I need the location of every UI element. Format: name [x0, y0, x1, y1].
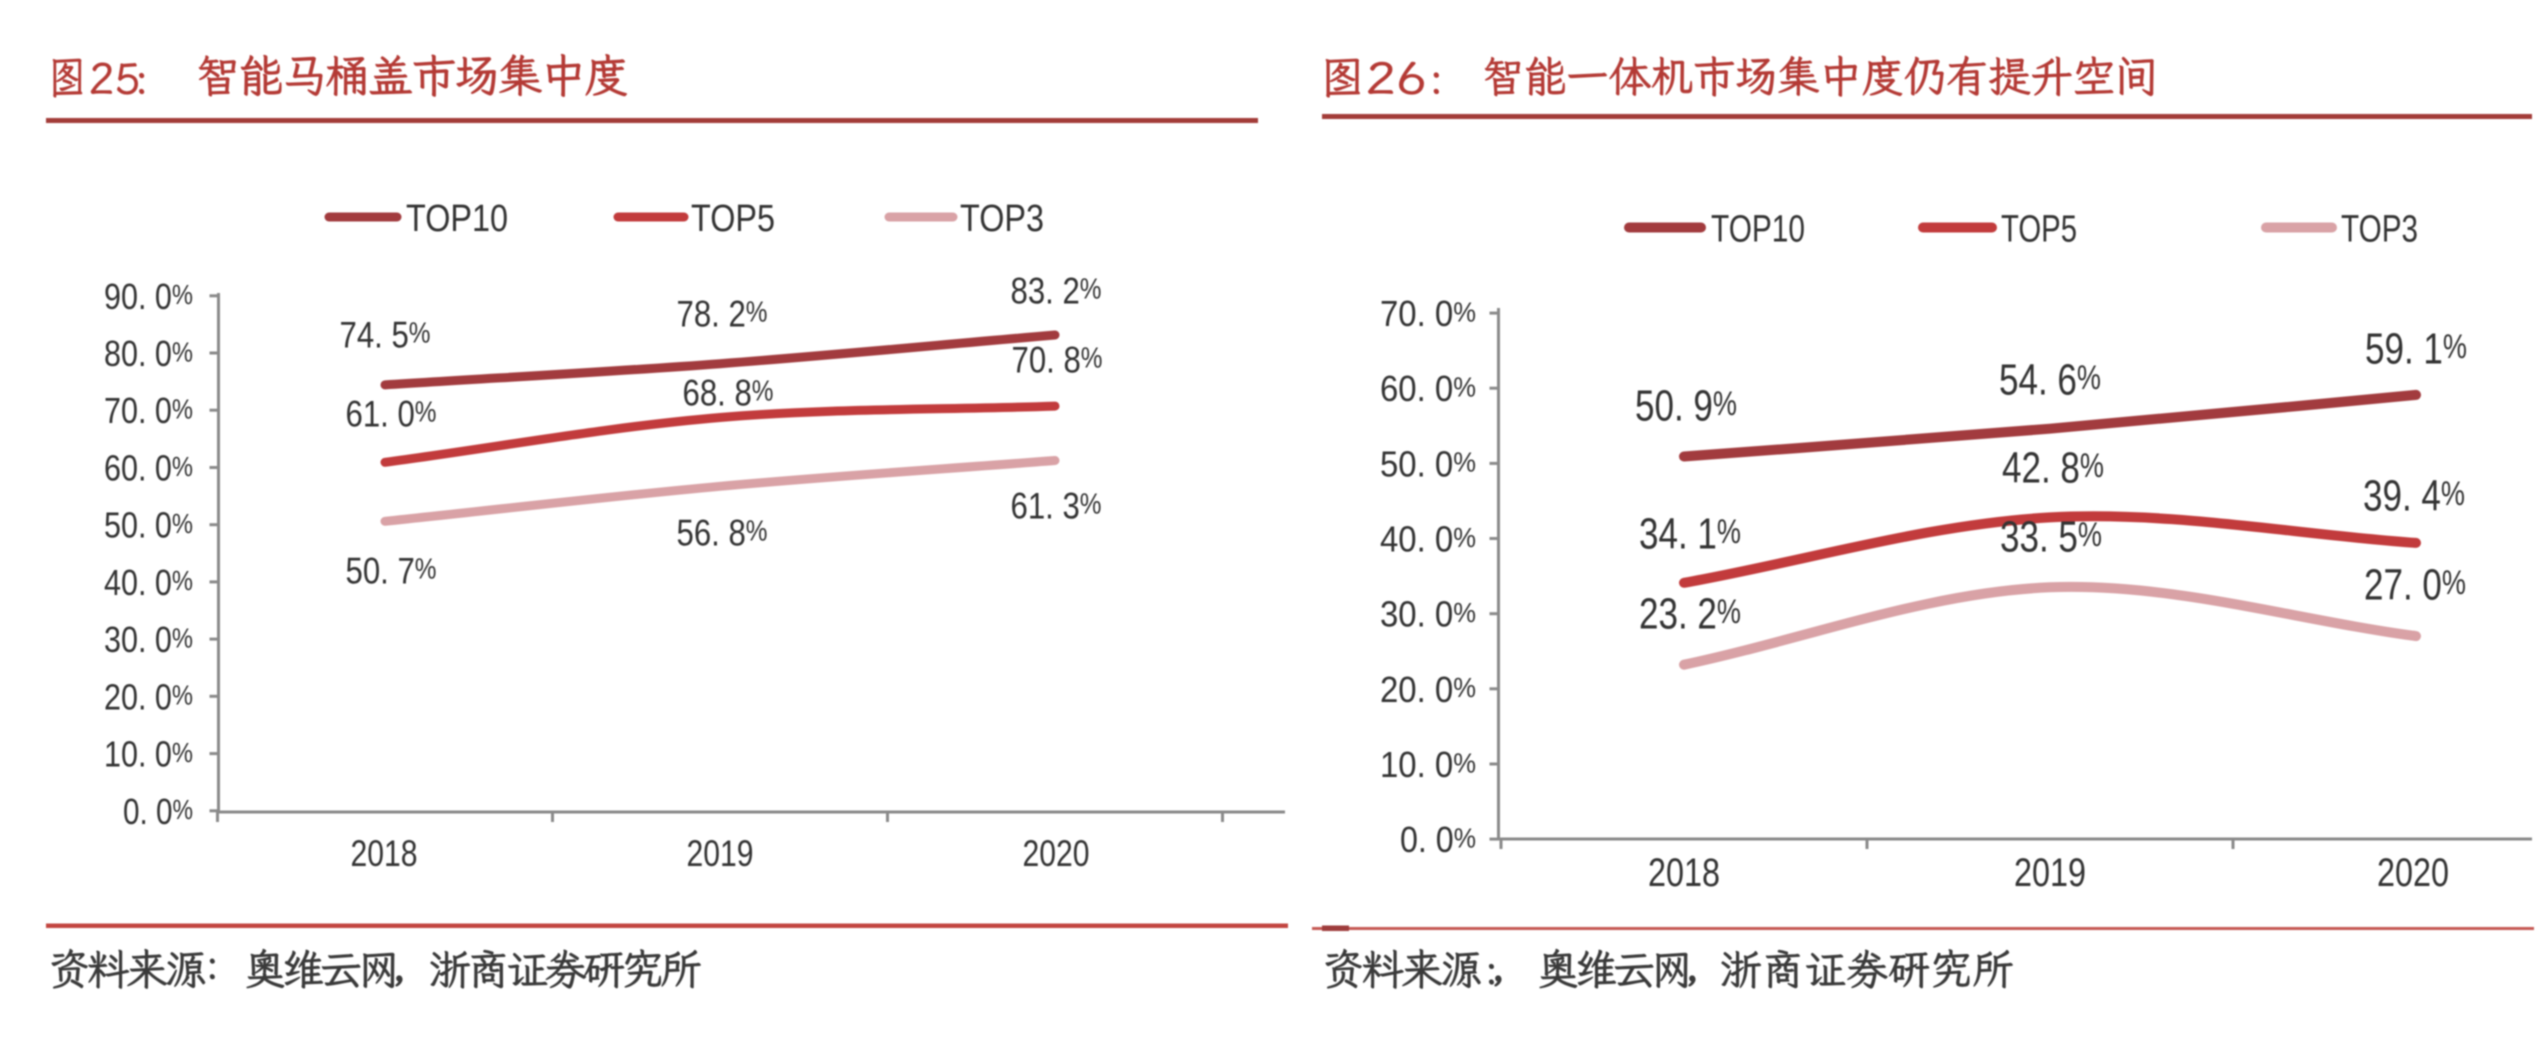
svg-text:90. 0%: 90. 0%: [104, 276, 193, 317]
svg-text:20. 0%: 20. 0%: [1380, 669, 1476, 710]
svg-text:42. 8%: 42. 8%: [2002, 444, 2104, 493]
svg-text:0. 0%: 0. 0%: [123, 791, 193, 832]
svg-text:34. 1%: 34. 1%: [1639, 510, 1741, 559]
svg-text:2020: 2020: [1023, 833, 1090, 874]
svg-text:TOP5: TOP5: [691, 198, 775, 240]
svg-text:60. 0%: 60. 0%: [1380, 368, 1476, 409]
svg-text:60. 0%: 60. 0%: [104, 447, 193, 488]
svg-text:TOP3: TOP3: [960, 198, 1044, 240]
svg-text:27. 0%: 27. 0%: [2364, 561, 2466, 610]
svg-text:30. 0%: 30. 0%: [1380, 594, 1476, 635]
svg-text:50. 0%: 50. 0%: [1380, 443, 1476, 484]
svg-text:74. 5%: 74. 5%: [340, 315, 431, 356]
svg-text:61. 0%: 61. 0%: [346, 394, 437, 435]
svg-text:2019: 2019: [687, 833, 754, 874]
svg-text:TOP10: TOP10: [1711, 209, 1805, 251]
svg-text:2020: 2020: [2377, 851, 2449, 895]
svg-text:50. 9%: 50. 9%: [1635, 382, 1737, 431]
svg-text:80. 0%: 80. 0%: [104, 333, 193, 374]
svg-text:68. 8%: 68. 8%: [683, 373, 774, 414]
svg-text:20. 0%: 20. 0%: [104, 676, 193, 717]
svg-text:40. 0%: 40. 0%: [1380, 519, 1476, 560]
svg-text:TOP10: TOP10: [406, 198, 508, 240]
svg-text:39. 4%: 39. 4%: [2363, 472, 2465, 521]
svg-text:70. 8%: 70. 8%: [1012, 340, 1103, 381]
svg-text:2019: 2019: [2014, 851, 2086, 895]
svg-text:61. 3%: 61. 3%: [1011, 486, 1102, 527]
svg-text:54. 6%: 54. 6%: [1999, 356, 2101, 405]
svg-text:59. 1%: 59. 1%: [2365, 325, 2467, 374]
svg-text:TOP3: TOP3: [2341, 209, 2418, 251]
svg-text:83. 2%: 83. 2%: [1011, 271, 1102, 312]
svg-text:70. 0%: 70. 0%: [1380, 293, 1476, 334]
svg-text:2018: 2018: [1648, 851, 1720, 895]
svg-text:50. 7%: 50. 7%: [346, 551, 437, 592]
svg-text:50. 0%: 50. 0%: [104, 505, 193, 546]
svg-text:33. 5%: 33. 5%: [2000, 513, 2102, 562]
svg-text:70. 0%: 70. 0%: [104, 390, 193, 431]
svg-text:10. 0%: 10. 0%: [1380, 744, 1476, 785]
svg-text:23. 2%: 23. 2%: [1639, 590, 1741, 639]
svg-text:10. 0%: 10. 0%: [104, 734, 193, 775]
svg-text:78. 2%: 78. 2%: [677, 294, 768, 335]
svg-text:TOP5: TOP5: [2001, 209, 2077, 251]
svg-text:30. 0%: 30. 0%: [104, 619, 193, 660]
svg-text:40. 0%: 40. 0%: [104, 562, 193, 603]
svg-text:2018: 2018: [351, 833, 418, 874]
svg-text:0. 0%: 0. 0%: [1400, 819, 1476, 860]
svg-text:56. 8%: 56. 8%: [677, 513, 768, 554]
